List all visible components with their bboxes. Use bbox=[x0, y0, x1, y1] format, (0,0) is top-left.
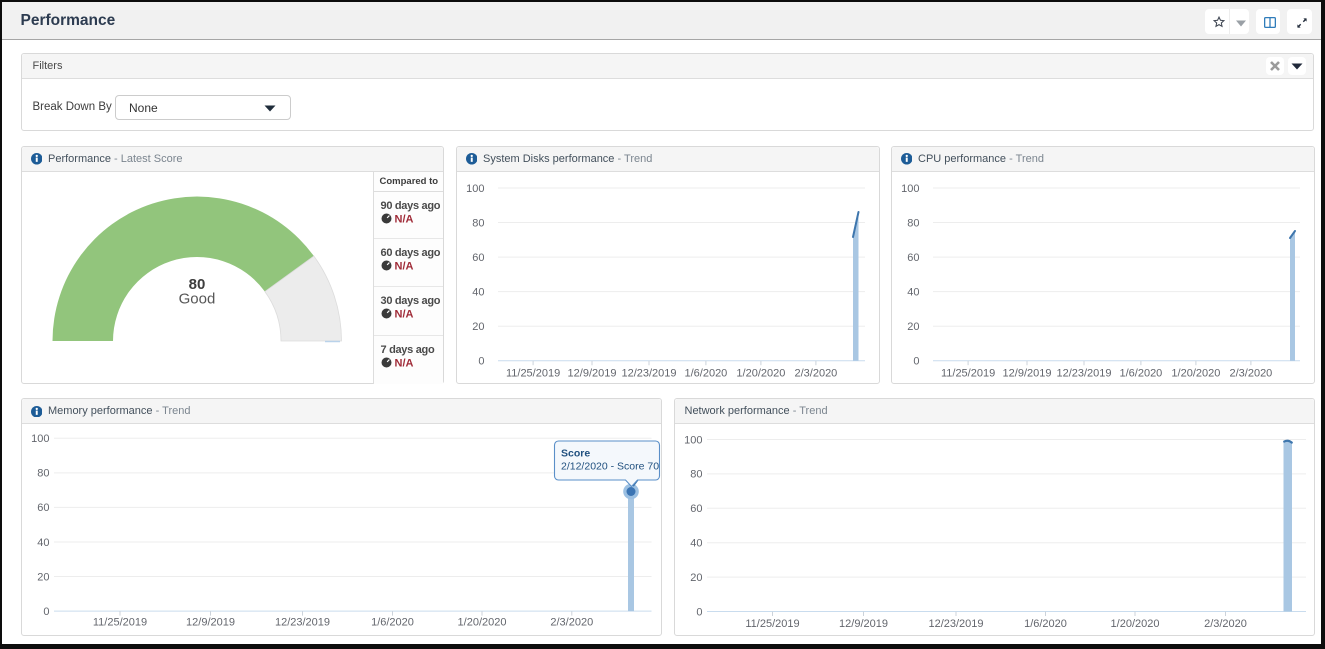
svg-text:60: 60 bbox=[37, 502, 49, 514]
svg-text:60: 60 bbox=[690, 503, 702, 515]
svg-text:2/3/2020: 2/3/2020 bbox=[550, 617, 593, 629]
svg-text:100: 100 bbox=[466, 182, 484, 194]
svg-text:60: 60 bbox=[472, 251, 484, 263]
svg-text:2/3/2020: 2/3/2020 bbox=[1204, 618, 1247, 630]
svg-text:80: 80 bbox=[37, 468, 49, 480]
svg-text:80: 80 bbox=[907, 217, 919, 229]
svg-text:1/20/2020: 1/20/2020 bbox=[736, 367, 785, 379]
svg-text:12/23/2019: 12/23/2019 bbox=[928, 618, 983, 630]
svg-text:20: 20 bbox=[472, 321, 484, 333]
svg-text:Good: Good bbox=[178, 290, 215, 307]
svg-text:80: 80 bbox=[188, 276, 205, 293]
svg-text:2/3/2020: 2/3/2020 bbox=[794, 367, 837, 379]
svg-text:11/25/2019: 11/25/2019 bbox=[940, 367, 994, 379]
svg-text:100: 100 bbox=[901, 182, 919, 194]
svg-text:1/20/2020: 1/20/2020 bbox=[1110, 618, 1159, 630]
svg-text:20: 20 bbox=[37, 571, 49, 583]
svg-text:12/23/2019: 12/23/2019 bbox=[274, 617, 329, 629]
svg-text:2/3/2020: 2/3/2020 bbox=[1229, 367, 1272, 379]
svg-text:40: 40 bbox=[690, 538, 702, 550]
svg-text:12/9/2019: 12/9/2019 bbox=[186, 617, 235, 629]
svg-text:40: 40 bbox=[37, 537, 49, 549]
svg-text:1/6/2020: 1/6/2020 bbox=[371, 617, 414, 629]
svg-text:40: 40 bbox=[907, 286, 919, 298]
svg-text:Score: Score bbox=[561, 448, 590, 460]
svg-text:1/6/2020: 1/6/2020 bbox=[684, 367, 727, 379]
svg-text:20: 20 bbox=[907, 321, 919, 333]
svg-text:0: 0 bbox=[43, 606, 49, 618]
svg-text:11/25/2019: 11/25/2019 bbox=[505, 367, 559, 379]
svg-text:12/9/2019: 12/9/2019 bbox=[567, 367, 616, 379]
svg-text:11/25/2019: 11/25/2019 bbox=[92, 617, 146, 629]
svg-text:1/6/2020: 1/6/2020 bbox=[1024, 618, 1067, 630]
svg-text:11/25/2019: 11/25/2019 bbox=[745, 618, 799, 630]
svg-text:12/9/2019: 12/9/2019 bbox=[839, 618, 888, 630]
svg-text:80: 80 bbox=[690, 469, 702, 481]
svg-text:1/6/2020: 1/6/2020 bbox=[1119, 367, 1162, 379]
svg-text:12/23/2019: 12/23/2019 bbox=[621, 367, 676, 379]
svg-text:40: 40 bbox=[472, 286, 484, 298]
svg-text:1/20/2020: 1/20/2020 bbox=[457, 617, 506, 629]
svg-text:1/20/2020: 1/20/2020 bbox=[1171, 367, 1220, 379]
svg-text:12/9/2019: 12/9/2019 bbox=[1002, 367, 1051, 379]
svg-text:0: 0 bbox=[913, 355, 919, 367]
svg-text:0: 0 bbox=[478, 355, 484, 367]
svg-text:100: 100 bbox=[684, 434, 702, 446]
svg-text:0: 0 bbox=[696, 606, 702, 618]
svg-text:100: 100 bbox=[31, 433, 49, 445]
svg-text:12/23/2019: 12/23/2019 bbox=[1056, 367, 1111, 379]
svg-text:20: 20 bbox=[690, 572, 702, 584]
svg-text:2/12/2020 - Score 70: 2/12/2020 - Score 70 bbox=[561, 461, 659, 473]
svg-text:60: 60 bbox=[907, 251, 919, 263]
svg-text:80: 80 bbox=[472, 217, 484, 229]
